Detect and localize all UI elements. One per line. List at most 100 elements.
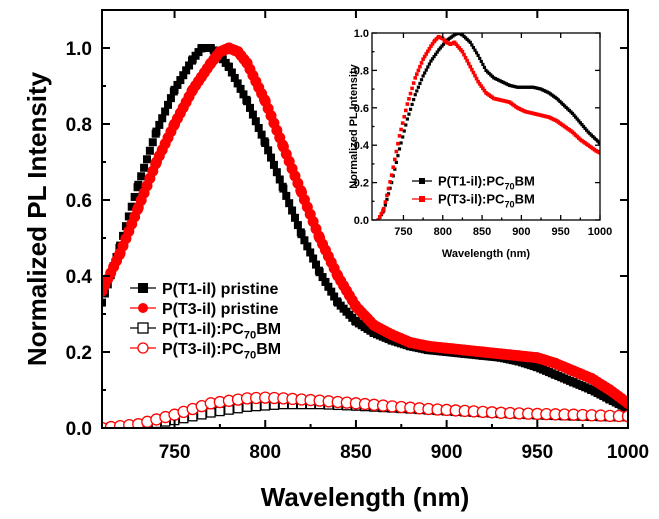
inset-data-point (479, 84, 484, 88)
main-data-point (230, 73, 239, 82)
inset-data-point (393, 157, 397, 162)
inset-data-point (578, 121, 582, 125)
main-series-2 (102, 42, 628, 409)
inset-data-point (460, 49, 465, 54)
inset-data-point (385, 193, 389, 198)
main-data-point (173, 80, 182, 89)
inset-data-point (407, 97, 411, 101)
inset-data-point (434, 52, 438, 56)
inset-data-point (476, 53, 480, 58)
inset-data-point (419, 78, 424, 82)
main-data-point (285, 199, 294, 208)
inset-data-point (389, 173, 394, 177)
main-data-point (327, 287, 336, 296)
inset-y-tick-label: 0.8 (354, 65, 369, 77)
inset-data-point (386, 186, 391, 191)
main-data-point (297, 230, 306, 239)
inset-data-point (580, 123, 584, 127)
inset-x-tick-label: 850 (473, 226, 491, 238)
main-data-point (134, 180, 143, 189)
main-legend-entry: P(T1-il):PC70BM (130, 321, 281, 342)
main-y-tick-label: 0.0 (66, 419, 92, 440)
inset-data-point (416, 68, 421, 73)
main-legend-marker (138, 283, 148, 293)
inset-data-point (421, 57, 425, 61)
main-legend-label: P(T3-il) pristine (162, 301, 279, 318)
inset-data-point (402, 114, 407, 119)
inset-data-point (404, 123, 408, 127)
main-data-point (330, 292, 339, 301)
main-data-point (236, 84, 245, 93)
inset-data-point (405, 117, 409, 121)
inset-data-point (468, 40, 472, 44)
inset-data-point (383, 200, 388, 204)
main-data-point (272, 168, 281, 177)
inset-data-point (408, 91, 413, 96)
main-legend-entry: P(T3-il):PC70BM (130, 341, 281, 362)
main-data-point (290, 213, 299, 222)
inset-legend-entry: P(T1-il):PC70BM (412, 174, 535, 192)
inset-data-point (385, 197, 389, 202)
inset-y-tick-label: 0.6 (354, 103, 369, 115)
inset-data-point (572, 113, 576, 117)
main-data-point (279, 184, 288, 193)
inset-data-point (399, 127, 403, 132)
main-data-point (137, 172, 146, 181)
main-data-point (261, 139, 270, 147)
main-data-point (224, 405, 234, 415)
main-data-point (233, 79, 242, 88)
inset-data-point (429, 59, 433, 63)
inset-data-point (396, 141, 400, 146)
inset-data-point (473, 48, 477, 52)
inset-data-point (455, 44, 460, 48)
inset-data-point (408, 107, 413, 111)
inset-data-point (394, 160, 398, 165)
inset-data-point (405, 102, 410, 106)
main-series-4 (102, 391, 628, 428)
main-data-point (251, 117, 260, 126)
main-plot: 750 800 850 900 950 1000 0.0 0.2 0.4 0.6 0.8 1.0 Wav… (22, 9, 649, 512)
inset-legend-label: P(T1-il):PC70BM (438, 174, 535, 192)
inset-x-tick-label: 1000 (588, 226, 612, 238)
inset-data-point (476, 79, 480, 84)
inset-data-point (474, 51, 479, 55)
main-data-point (158, 114, 167, 123)
inset-data-point (381, 206, 386, 211)
main-data-point (312, 260, 321, 269)
main-data-point (152, 127, 161, 136)
inset-x-axis-title: Wavelength (nm) (442, 248, 531, 260)
inset-data-point (400, 121, 405, 125)
inset-legend-marker (419, 178, 425, 184)
main-data-point (124, 212, 133, 221)
inset-data-point (413, 76, 418, 80)
inset-data-point (416, 85, 420, 89)
inset-legend-entry: P(T3-il):PC70BM (412, 192, 535, 210)
inset-data-point (598, 150, 600, 155)
inset-data-point (468, 64, 473, 69)
main-data-point (179, 71, 188, 80)
main-data-point (248, 110, 257, 119)
inset-series-1 (376, 33, 600, 220)
inset-data-point (418, 81, 422, 86)
main-data-point (246, 103, 255, 112)
inset-data-point (412, 97, 416, 102)
inset-data-point (474, 76, 479, 81)
inset-data-point (383, 203, 387, 207)
inset-data-point (426, 49, 430, 54)
inset-y-tick-label: 0.4 (354, 140, 370, 152)
inset-data-point (471, 45, 476, 50)
main-data-point (288, 206, 297, 215)
main-data-point (309, 254, 318, 263)
main-x-tick-label: 1000 (607, 442, 649, 463)
inset-data-point (459, 48, 463, 52)
main-x-tick-label: 950 (521, 442, 553, 463)
main-data-point (239, 90, 248, 99)
inset-data-point (379, 211, 384, 216)
main-data-point (321, 277, 330, 286)
inset-data-point (399, 141, 403, 145)
main-data-point (269, 160, 278, 169)
main-data-point (267, 153, 276, 162)
inset-data-point (471, 70, 476, 75)
main-data-point (622, 397, 628, 409)
